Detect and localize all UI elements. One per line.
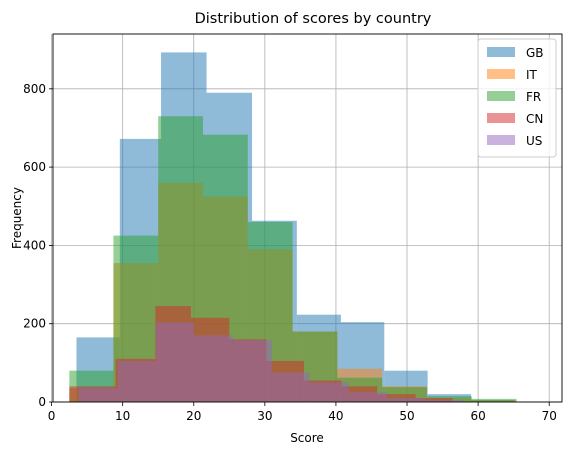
plot-frame: [52, 33, 563, 403]
grid-lines: [51, 34, 562, 403]
y-axis-label: Frequency: [10, 187, 24, 249]
y-tick-label: 200: [23, 317, 46, 331]
y-tick-label: 400: [23, 238, 46, 252]
y-tick-label: 0: [38, 395, 46, 409]
legend-swatch: [487, 69, 515, 79]
legend: GB IT FR CN US: [477, 38, 557, 158]
x-tick-label: 50: [399, 409, 414, 423]
legend-box: [477, 38, 557, 158]
histogram-bar: [425, 400, 464, 402]
histogram-bar: [232, 340, 272, 402]
x-axis-label: Score: [290, 431, 324, 445]
histogram-bar: [117, 360, 157, 402]
x-tick-label: 0: [48, 409, 56, 423]
legend-label: CN: [526, 112, 543, 126]
legend-label: GB: [526, 46, 544, 60]
legend-swatch: [487, 135, 515, 145]
legend-swatch: [487, 47, 515, 57]
histogram-bars: [69, 52, 517, 403]
legend-label: IT: [526, 68, 538, 82]
histogram-bar: [387, 398, 426, 402]
x-axis-ticks: 0 10 20 30 40 50 60 70: [48, 402, 557, 423]
x-tick-label: 30: [257, 409, 272, 423]
histogram-bar: [78, 388, 118, 402]
legend-swatch: [487, 113, 515, 123]
y-tick-label: 600: [23, 160, 46, 174]
series-us: [78, 322, 464, 402]
y-axis-ticks: 0 200 400 600 800: [23, 82, 53, 409]
histogram-bar: [471, 398, 517, 402]
x-tick-label: 70: [542, 409, 557, 423]
legend-swatch: [487, 91, 515, 101]
histogram-bar: [193, 335, 233, 402]
histogram-bar: [348, 392, 388, 402]
x-tick-label: 60: [470, 409, 485, 423]
x-tick-label: 40: [328, 409, 343, 423]
histogram-bar: [156, 322, 194, 402]
y-tick-label: 800: [23, 82, 46, 96]
histogram-bar: [271, 372, 310, 402]
x-tick-label: 10: [115, 409, 130, 423]
histogram-bar: [309, 382, 349, 402]
x-tick-label: 20: [186, 409, 201, 423]
legend-label: US: [526, 134, 542, 148]
chart-title: Distribution of scores by country: [195, 11, 432, 27]
legend-label: FR: [526, 90, 541, 104]
